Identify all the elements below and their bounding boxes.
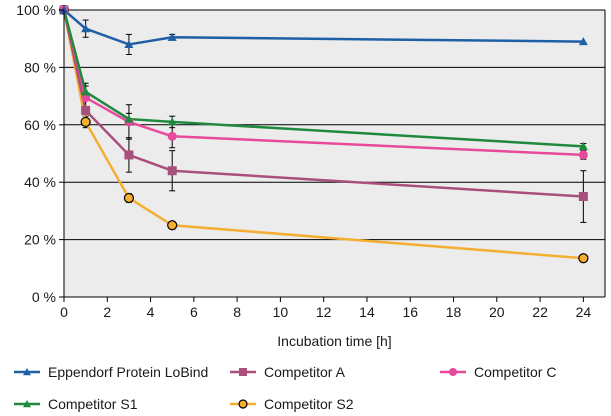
legend-label: Eppendorf Protein LoBind xyxy=(48,364,208,380)
y-axis-ticks: 0 % 20 % 40 % 60 % 80 % 100 % xyxy=(16,2,64,305)
plot-area xyxy=(64,10,605,297)
y-tick-label: 60 % xyxy=(24,117,56,133)
data-point xyxy=(578,37,588,46)
y-tick-label: 100 % xyxy=(16,2,56,18)
x-tick-label: 8 xyxy=(233,304,241,320)
gridlines xyxy=(64,9,605,241)
data-point xyxy=(167,131,177,141)
legend-item: Competitor C xyxy=(440,364,556,380)
legend-marker xyxy=(238,399,248,409)
x-tick-label: 12 xyxy=(316,304,332,320)
x-tick-label: 6 xyxy=(190,304,198,320)
data-point xyxy=(124,150,134,160)
data-point xyxy=(578,141,588,150)
data-point xyxy=(167,166,177,176)
x-tick-label: 0 xyxy=(60,304,68,320)
legend-item: Eppendorf Protein LoBind xyxy=(14,364,208,380)
data-point xyxy=(578,150,588,160)
y-tick-label: 20 % xyxy=(24,232,56,248)
data-point xyxy=(124,39,134,49)
x-tick-label: 24 xyxy=(576,304,592,320)
data-point xyxy=(123,192,135,204)
legend-label: Competitor S2 xyxy=(264,396,354,412)
data-point xyxy=(167,220,178,231)
data-point xyxy=(81,24,91,33)
x-tick-label: 22 xyxy=(532,304,548,320)
x-tick-label: 10 xyxy=(273,304,289,320)
x-axis-label: Incubation time [h] xyxy=(277,333,391,349)
data-point xyxy=(578,192,588,202)
x-axis-ticks: 0 2 4 6 8 10 12 14 16 18 20 22 24 xyxy=(60,297,591,320)
legend-marker xyxy=(239,368,247,376)
legend-item: Competitor S1 xyxy=(14,396,138,412)
data-point xyxy=(167,117,177,126)
legend-item: Competitor S2 xyxy=(230,396,354,412)
data-point xyxy=(167,32,177,41)
legend-label: Competitor A xyxy=(264,364,346,380)
legend-item: Competitor A xyxy=(230,364,346,380)
legend: Eppendorf Protein LoBind Competitor A Comp… xyxy=(14,364,556,412)
data-point xyxy=(81,87,91,96)
data-point xyxy=(81,105,91,115)
y-tick-label: 0 % xyxy=(32,289,56,305)
data-point xyxy=(578,253,589,264)
data-point xyxy=(80,116,91,128)
legend-marker xyxy=(449,368,457,376)
y-tick-label: 80 % xyxy=(24,59,56,75)
x-tick-label: 16 xyxy=(402,304,418,320)
x-tick-label: 4 xyxy=(147,304,155,320)
legend-label: Competitor C xyxy=(474,364,556,380)
data-point xyxy=(124,114,134,123)
x-tick-label: 14 xyxy=(359,304,375,320)
x-tick-label: 2 xyxy=(103,304,111,320)
x-tick-label: 20 xyxy=(489,304,505,320)
legend-marker xyxy=(23,400,31,408)
legend-marker xyxy=(23,368,31,376)
x-tick-label: 18 xyxy=(446,304,462,320)
legend-label: Competitor S1 xyxy=(48,396,138,412)
axes xyxy=(63,10,606,298)
y-tick-label: 40 % xyxy=(24,174,56,190)
